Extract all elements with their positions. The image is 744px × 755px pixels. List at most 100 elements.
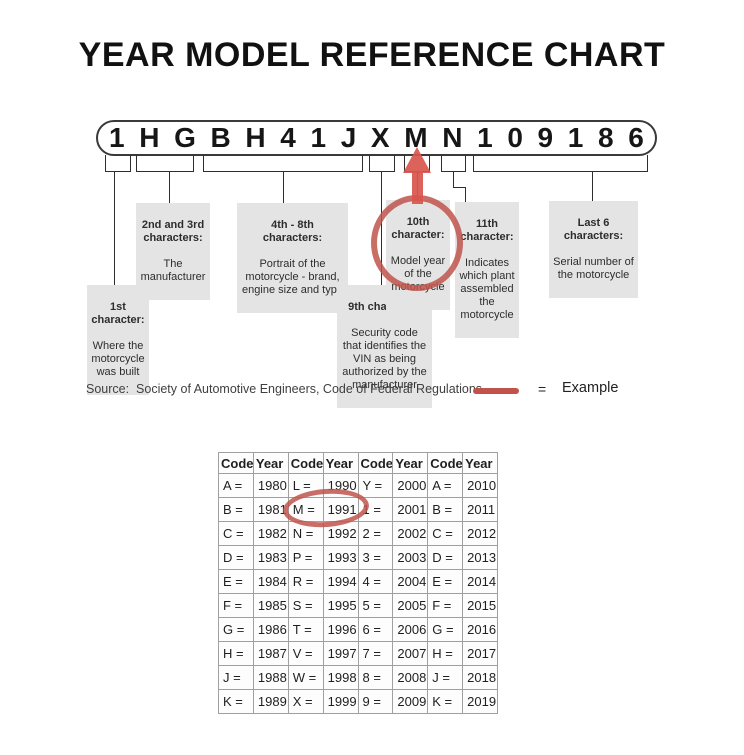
code-cell: 7 =	[357, 641, 394, 666]
connector-line-11th-step	[453, 187, 466, 188]
table-header-cell: Year	[252, 452, 289, 474]
vin-character: X	[370, 122, 390, 153]
year-cell: 2006	[392, 617, 429, 642]
note-heading: Last 6 characters:	[563, 217, 624, 242]
year-cell: 2019	[462, 689, 498, 714]
code-cell: G =	[218, 617, 254, 642]
table-row: E = 1984 R = 1994 4 = 2004 E = 2014	[218, 569, 498, 594]
table-row: D = 1983 P = 1993 3 = 2003 D = 2013	[218, 545, 498, 570]
year-cell: 1997	[322, 641, 359, 666]
code-cell: P =	[287, 545, 324, 570]
code-cell: S =	[287, 593, 324, 618]
group-bracket-2nd-3rd-characters	[136, 155, 194, 172]
arrow-up-icon-shaft	[412, 171, 423, 204]
year-code-table-header: Code Year Code Year Code Year Code Year	[218, 452, 498, 474]
group-bracket-11th-character	[441, 155, 466, 172]
code-cell: A =	[427, 473, 464, 498]
code-cell: D =	[218, 545, 254, 570]
code-cell: 9 =	[357, 689, 394, 714]
year-cell: 1986	[252, 617, 289, 642]
year-cell: 1982	[252, 521, 289, 546]
vin-character: 4	[280, 122, 296, 153]
note-body: Portrait of the motorcycle - brand, engi…	[242, 258, 343, 296]
year-cell: 1987	[252, 641, 289, 666]
code-cell: X =	[287, 689, 324, 714]
connector-line-11th-drop	[465, 187, 466, 203]
code-cell: B =	[427, 497, 464, 522]
year-cell: 2015	[462, 593, 498, 618]
code-cell: 5 =	[357, 593, 394, 618]
table-row: G = 1986 T = 1996 6 = 2006 G = 2016	[218, 617, 498, 642]
vin-character: H	[245, 122, 266, 153]
vin-character: 1	[567, 122, 584, 153]
table-header-cell: Code	[218, 452, 254, 474]
note-heading: 11th character:	[460, 218, 514, 243]
vin-character: 1	[477, 122, 493, 153]
table-row: F = 1985 S = 1995 5 = 2005 F = 2015	[218, 593, 498, 618]
year-cell: 1985	[252, 593, 289, 618]
year-cell: 1996	[322, 617, 359, 642]
code-cell: H =	[427, 641, 464, 666]
code-cell: K =	[218, 689, 254, 714]
table-row: C = 1982 N = 1992 2 = 2002 C = 2012	[218, 521, 498, 546]
code-cell: R =	[287, 569, 324, 594]
vin-character: 1	[109, 122, 125, 153]
vin-character: J	[340, 122, 357, 153]
example-red-line-icon	[473, 388, 519, 394]
year-cell: 1980	[252, 473, 289, 498]
vin-character: B	[210, 122, 231, 153]
note-last-6-characters: Last 6 characters: Serial number of the …	[549, 201, 638, 298]
year-cell: 1988	[252, 665, 289, 690]
highlight-circle-10th-character	[371, 195, 463, 291]
note-1st-character: 1st character: Where the motorcycle was …	[87, 285, 149, 395]
note-2nd-3rd-characters: 2nd and 3rd characters: The manufacturer	[136, 203, 210, 300]
note-body: Serial number of the motorcycle	[553, 256, 634, 281]
year-cell: 2007	[392, 641, 429, 666]
table-header-cell: Year	[462, 452, 498, 474]
code-cell: M =	[287, 497, 324, 522]
connector-line-11th	[453, 172, 454, 188]
year-cell: 2001	[392, 497, 429, 522]
code-cell: J =	[218, 665, 254, 690]
code-cell: 6 =	[357, 617, 394, 642]
year-cell: 2014	[462, 569, 498, 594]
code-cell: C =	[427, 521, 464, 546]
year-cell: 2013	[462, 545, 498, 570]
year-cell: 2003	[392, 545, 429, 570]
year-cell: 2009	[392, 689, 429, 714]
note-body: The manufacturer	[140, 258, 206, 283]
source-credit: Source: Society of Automotive Engineers,…	[86, 382, 483, 396]
group-bracket-4th-8th-characters	[203, 155, 363, 172]
table-row: J = 1988 W = 1998 8 = 2008 J = 2018	[218, 665, 498, 690]
year-cell: 2012	[462, 521, 498, 546]
vin-character: G	[174, 122, 196, 153]
vin-character: M	[404, 122, 428, 153]
code-cell: H =	[218, 641, 254, 666]
year-cell: 1999	[322, 689, 359, 714]
year-cell: 2017	[462, 641, 498, 666]
code-cell: W =	[287, 665, 324, 690]
code-cell: F =	[427, 593, 464, 618]
note-body: Where the motorcycle was built	[91, 340, 145, 378]
group-bracket-last-6-characters	[473, 155, 648, 172]
year-cell: 1991	[322, 497, 359, 522]
note-heading: 2nd and 3rd characters:	[141, 219, 205, 244]
table-header-cell: Code	[427, 452, 464, 474]
code-cell: B =	[218, 497, 254, 522]
code-cell: K =	[427, 689, 464, 714]
code-cell: A =	[218, 473, 254, 498]
group-bracket-1st-character	[105, 155, 131, 172]
table-row: K = 1989 X = 1999 9 = 2009 K = 2019	[218, 689, 498, 714]
equals-sign: =	[538, 381, 547, 397]
year-cell: 1983	[252, 545, 289, 570]
connector-line-2nd-3rd	[169, 172, 170, 203]
vin-character: 9	[537, 122, 554, 153]
note-body: Indicates which plant assembled the moto…	[459, 257, 515, 321]
note-body: Security code that identifies the VIN as…	[342, 327, 427, 391]
note-9th-character: 9th character: Security code that identi…	[337, 285, 432, 408]
year-cell: 2004	[392, 569, 429, 594]
example-label: Example	[562, 380, 619, 396]
vin-character: H	[139, 122, 160, 153]
